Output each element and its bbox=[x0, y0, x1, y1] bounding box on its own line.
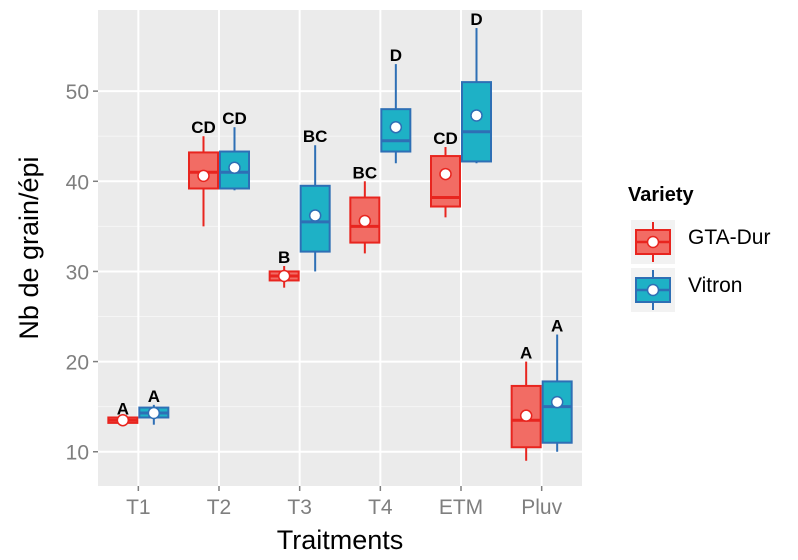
box-gta-dur-etm: CD bbox=[430, 129, 461, 218]
significance-letter: CD bbox=[222, 109, 247, 128]
significance-letter: BC bbox=[303, 127, 328, 146]
y-tick-label: 20 bbox=[66, 352, 89, 375]
box-gta-dur-t2: CD bbox=[188, 118, 219, 227]
significance-letter: A bbox=[148, 387, 160, 406]
mean-point bbox=[389, 120, 403, 134]
legend: Variety GTA-Dur Vitron bbox=[628, 184, 770, 312]
mean-point bbox=[470, 109, 483, 122]
legend-mean-point bbox=[646, 235, 660, 249]
mean-point bbox=[308, 209, 322, 222]
box-vitron-t3: BC bbox=[299, 127, 331, 272]
box-gta-dur-t3: B bbox=[268, 248, 300, 288]
axes: 10 20 30 40 50 T1 T2 T3 T4 ETM Pluv bbox=[66, 81, 563, 519]
box-body bbox=[461, 81, 492, 163]
significance-letter: D bbox=[470, 10, 482, 29]
mean-point bbox=[358, 214, 372, 228]
box-gta-dur-pluv: A bbox=[510, 344, 542, 461]
x-axis-title: Traitments bbox=[277, 525, 404, 555]
legend-mean-point bbox=[646, 283, 660, 297]
box-vitron-t4: D bbox=[380, 46, 412, 164]
x-tick-label: T3 bbox=[287, 496, 312, 519]
significance-letter: CD bbox=[191, 118, 216, 137]
significance-letter: BC bbox=[353, 163, 378, 182]
mean-point bbox=[550, 395, 564, 409]
y-tick-label: 50 bbox=[66, 81, 89, 104]
legend-key-vitron bbox=[631, 268, 675, 312]
legend-key-gta-dur bbox=[631, 220, 675, 264]
x-tick-label: Pluv bbox=[521, 496, 562, 519]
x-tick-label: ETM bbox=[439, 496, 483, 519]
legend-title: Variety bbox=[628, 184, 694, 206]
legend-label-vitron: Vitron bbox=[688, 274, 742, 297]
y-tick-label: 10 bbox=[66, 442, 89, 465]
box-vitron-etm: D bbox=[461, 10, 492, 164]
grid bbox=[98, 10, 582, 486]
mean-point bbox=[116, 413, 130, 427]
x-tick-label: T4 bbox=[368, 496, 393, 519]
mean-point bbox=[197, 169, 210, 183]
box-gta-dur-t1: A bbox=[107, 399, 139, 427]
box-vitron-t2: CD bbox=[219, 109, 250, 191]
significance-letter: B bbox=[278, 248, 290, 267]
plot-panel bbox=[98, 10, 582, 486]
mean-point bbox=[228, 161, 241, 175]
y-tick-label: 40 bbox=[66, 171, 89, 194]
significance-letter: A bbox=[520, 344, 532, 363]
significance-letter: D bbox=[390, 46, 402, 65]
legend-label-gta-dur: GTA-Dur bbox=[688, 226, 770, 249]
y-axis-title: Nb de grain/épi bbox=[14, 156, 44, 339]
mean-point bbox=[519, 409, 533, 422]
box-vitron-t1: A bbox=[138, 387, 170, 425]
box-body bbox=[219, 150, 250, 190]
significance-letter: A bbox=[117, 399, 129, 418]
significance-letter: CD bbox=[433, 129, 458, 148]
x-tick-label: T1 bbox=[126, 496, 151, 519]
x-tick-label: T2 bbox=[207, 496, 232, 519]
box-body bbox=[541, 380, 573, 444]
mean-point bbox=[277, 269, 291, 283]
mean-point bbox=[147, 406, 161, 420]
box-body bbox=[380, 108, 412, 153]
box-vitron-pluv: A bbox=[541, 317, 573, 452]
y-tick-label: 30 bbox=[66, 261, 89, 284]
box-gta-dur-t4: BC bbox=[349, 163, 381, 254]
significance-letter: A bbox=[551, 317, 563, 336]
mean-point bbox=[439, 167, 452, 181]
